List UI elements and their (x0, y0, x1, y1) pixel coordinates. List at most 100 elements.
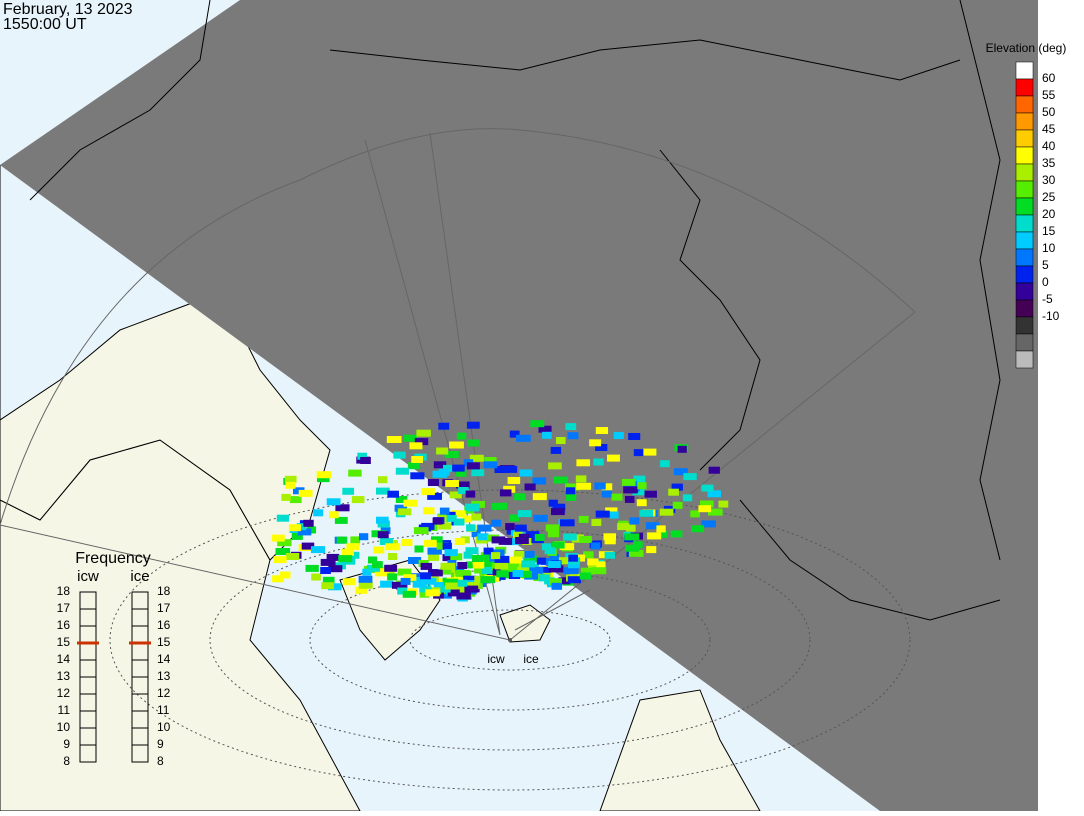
frequency-label: 15 (57, 635, 71, 649)
echo-cell (407, 462, 420, 470)
echo-cell (564, 567, 579, 575)
echo-cell (394, 504, 408, 512)
echo-cell (387, 490, 399, 498)
echo-cell (280, 571, 291, 579)
echo-cell (541, 558, 553, 565)
echo-cell (440, 567, 452, 575)
echo-cell (378, 476, 388, 484)
legend-label: 50 (1042, 105, 1056, 119)
legend-label: -10 (1042, 309, 1060, 323)
land (0, 165, 331, 561)
echo-cell (421, 522, 435, 530)
echo-cell (601, 490, 613, 498)
echo-cell (376, 516, 389, 524)
echo-cell (342, 487, 355, 495)
echo-cell (360, 457, 371, 464)
echo-cell (471, 530, 481, 538)
echo-cell (624, 495, 635, 503)
echo-cell (550, 446, 562, 454)
echo-cell (553, 476, 569, 484)
echo-cell (628, 549, 644, 557)
echo-cell (659, 460, 670, 468)
echo-cell (472, 561, 485, 569)
echo-cell (558, 577, 571, 585)
echo-cell (559, 519, 575, 527)
echo-cell (421, 488, 435, 496)
echo-cell (368, 556, 378, 564)
legend-title: Elevation (deg) (986, 41, 1067, 55)
echo-cell (536, 557, 546, 565)
echo-cell (628, 433, 641, 440)
echo-cell (421, 577, 437, 585)
echo-cell (420, 562, 433, 570)
echo-cell (400, 577, 411, 585)
echo-cell (403, 574, 417, 582)
echo-cell (591, 519, 602, 526)
echo-cell (393, 451, 406, 459)
echo-cell (494, 555, 510, 563)
echo-cell (691, 525, 705, 533)
echo-cell (465, 547, 479, 555)
echo-cell (306, 526, 317, 534)
echo-cell (358, 575, 373, 583)
echo-cell (272, 575, 284, 583)
echo-cell (656, 525, 666, 533)
frequency-label: 13 (57, 669, 71, 683)
echo-cell (624, 533, 640, 541)
echo-cell (513, 531, 523, 539)
echo-cell (609, 511, 619, 519)
echo-cell (445, 582, 459, 590)
echo-cell (646, 546, 657, 554)
echo-cell (423, 539, 437, 547)
echo-cell (683, 473, 697, 481)
echo-cell (317, 475, 330, 483)
echo-cell (457, 562, 468, 569)
echo-cell (403, 499, 418, 507)
frequency-label: 11 (58, 703, 71, 717)
echo-cell (517, 566, 529, 574)
frequency-label: 14 (157, 652, 171, 666)
echo-cell (303, 519, 314, 527)
echo-cell (285, 481, 296, 489)
echo-cell (285, 553, 300, 560)
echo-cell (296, 523, 307, 531)
echo-cell (397, 568, 412, 576)
echo-cell (605, 507, 618, 515)
echo-cell (718, 500, 729, 508)
echo-cell (483, 461, 498, 469)
echo-cell (419, 585, 432, 593)
station-label: icw (487, 652, 505, 666)
echo-cell (438, 591, 452, 599)
echo-cell (503, 465, 518, 473)
echo-cell (456, 592, 471, 600)
echo-cell (611, 493, 623, 501)
echo-cell (446, 514, 457, 522)
echo-cell (471, 469, 485, 477)
frequency-label: 16 (57, 618, 71, 632)
echo-cell (701, 484, 714, 492)
echo-cell (288, 524, 301, 532)
echo-cell (447, 589, 460, 597)
echo-cell (410, 472, 425, 480)
echo-cell (591, 567, 607, 575)
echo-cell (472, 555, 484, 562)
echo-cell (672, 501, 683, 509)
echo-cell (438, 468, 450, 476)
echo-cell (460, 536, 470, 544)
echo-cell (583, 551, 594, 559)
echo-cell (377, 520, 390, 528)
echo-cell (521, 560, 536, 568)
echo-cell (346, 543, 360, 551)
echo-cell (445, 480, 459, 487)
echo-cell (698, 505, 712, 513)
echo-cell (551, 582, 563, 590)
legend-label: 0 (1042, 275, 1049, 289)
echo-cell (579, 536, 592, 543)
echo-cell (480, 576, 496, 584)
legend-swatch (1015, 129, 1034, 148)
echo-cell (633, 449, 644, 457)
echo-cell (533, 514, 548, 522)
echo-cell (359, 533, 369, 541)
